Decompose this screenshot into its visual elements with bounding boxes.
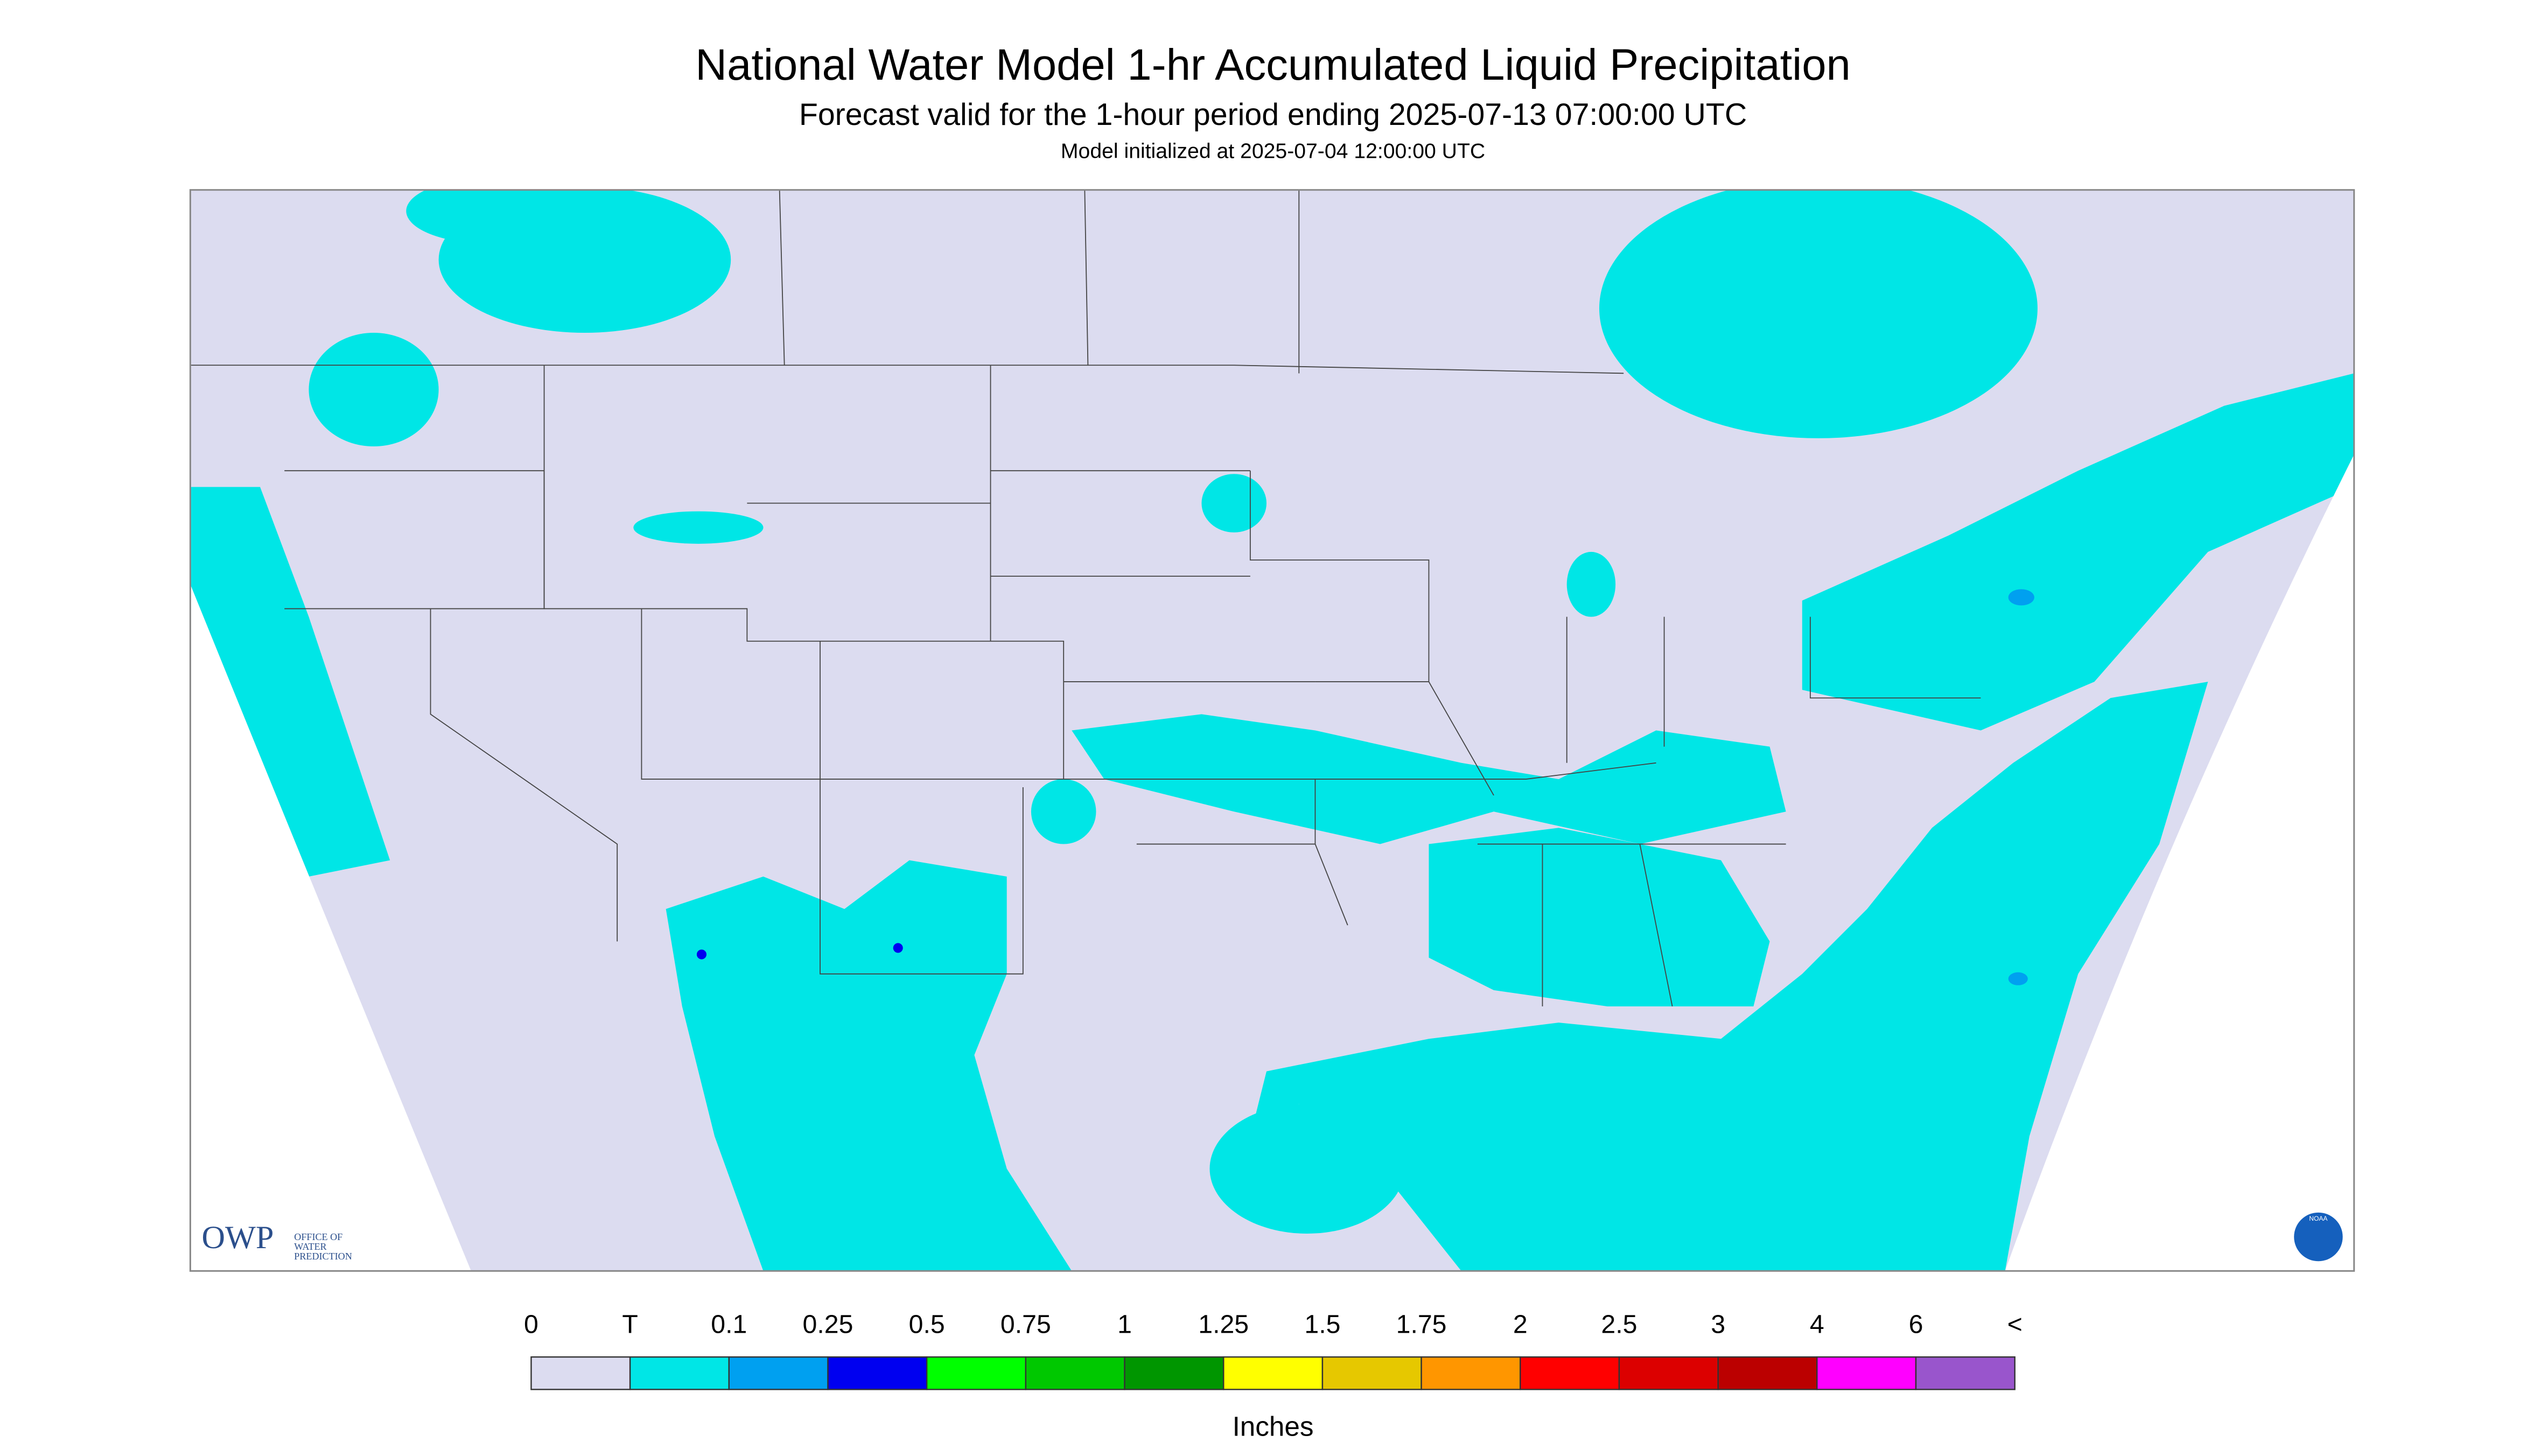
noaa-logo: [2294, 1212, 2343, 1262]
legend-label: 0.5: [909, 1310, 945, 1339]
legend-swatch: [1025, 1356, 1125, 1390]
legend-swatch: [1520, 1356, 1620, 1390]
legend-label: 1.5: [1304, 1310, 1340, 1339]
legend-swatch: [926, 1356, 1027, 1390]
map-frame: [189, 189, 2355, 1272]
legend-swatch: [1223, 1356, 1324, 1390]
title: National Water Model 1-hr Accumulated Li…: [695, 40, 1850, 89]
legend-swatch: [1618, 1356, 1719, 1390]
owp-logo: OWP: [201, 1220, 274, 1256]
legend-swatch: [1717, 1356, 1818, 1390]
legend-label: 6: [1909, 1310, 1923, 1339]
legend-swatch: [1915, 1356, 2016, 1390]
legend: 0 T 0.1 0.25 0.5 0.75 1 1.25 1.5 1.75 2 2.5 3 4 6 <: [524, 1310, 2023, 1390]
legend-label: 0: [524, 1310, 538, 1339]
legend-swatch: [1124, 1356, 1224, 1390]
legend-swatch: [1421, 1356, 1521, 1390]
legend-label: 1.25: [1198, 1310, 1249, 1339]
subtitle: Forecast valid for the 1-hour period end…: [799, 97, 1747, 132]
owp-subtitle-line: OFFICE OF: [294, 1231, 342, 1242]
legend-label: 2: [1513, 1310, 1528, 1339]
legend-label: 2.5: [1601, 1310, 1637, 1339]
legend-label: 0.25: [803, 1310, 853, 1339]
legend-swatch: [1816, 1356, 1917, 1390]
owp-subtitle-line: PREDICTION: [294, 1251, 352, 1262]
legend-label: 3: [1711, 1310, 1725, 1339]
legend-label: 1: [1117, 1310, 1132, 1339]
legend-units: Inches: [1233, 1411, 1314, 1441]
legend-label: 0.75: [1000, 1310, 1051, 1339]
legend-label: 4: [1810, 1310, 1824, 1339]
legend-label: 1.75: [1396, 1310, 1447, 1339]
legend-swatch: [530, 1356, 631, 1390]
legend-swatch: [629, 1356, 730, 1390]
legend-swatch: [728, 1356, 829, 1390]
legend-label: <: [2007, 1310, 2023, 1339]
init-note: Model initialized at 2025-07-04 12:00:00…: [1061, 140, 1485, 163]
state-borders: [190, 190, 1981, 1007]
owp-subtitle-line: WATER: [294, 1241, 327, 1252]
legend-label: 0.1: [711, 1310, 747, 1339]
legend-swatch: [827, 1356, 928, 1390]
legend-label: T: [622, 1310, 638, 1339]
noaa-text: NOAA: [2309, 1215, 2328, 1222]
legend-swatch: [1321, 1356, 1422, 1390]
